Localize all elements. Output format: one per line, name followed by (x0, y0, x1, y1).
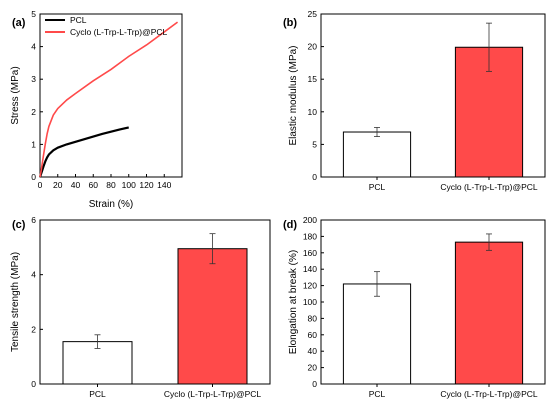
x-tick-label: Cyclo (L-Trp-L-Trp)@PCL (440, 182, 538, 192)
y-tick-label: 5 (31, 9, 36, 19)
y-axis-label: Tensile strength (MPa) (10, 252, 21, 352)
y-tick-label: 4 (31, 270, 36, 280)
y-tick-label: 1 (31, 139, 36, 149)
y-tick-label: 6 (31, 215, 36, 225)
y-tick-label: 2 (31, 107, 36, 117)
panel-label: (a) (12, 17, 26, 29)
y-tick-label: 3 (31, 74, 36, 84)
x-tick-label: Cyclo (L-Trp-L-Trp)@PCL (164, 389, 262, 399)
legend-label: Cyclo (L-Trp-L-Trp)@PCL (70, 27, 168, 37)
panel-a: (a) 0 1 2 3 4 5 Stress (MPa) 0 20 40 60 80 100 120 140 S… (10, 9, 183, 210)
x-tick-label: 60 (89, 180, 99, 190)
y-tick-label: 10 (308, 107, 318, 117)
y-tick-label: 0 (31, 379, 36, 389)
bar (342, 131, 412, 178)
legend-label: PCL (70, 15, 87, 25)
y-tick-label: 20 (308, 363, 318, 373)
x-tick-label: PCL (369, 182, 386, 192)
y-axis-label: Elastic modulus (MPa) (288, 45, 299, 145)
y-tick-label: 25 (308, 9, 318, 19)
x-tick-label: 20 (53, 180, 63, 190)
panel-label: (d) (283, 219, 297, 231)
x-tick-label: PCL (369, 389, 386, 399)
y-axis-label: Stress (MPa) (10, 66, 21, 124)
plot-frame (39, 13, 183, 178)
y-tick-label: 5 (312, 139, 317, 149)
y-tick-label: 0 (312, 172, 317, 182)
panel-c: (c) 0 2 4 6 Tensile strength (MPa) PCL Cyclo (L… (10, 215, 271, 399)
plot-frame (320, 13, 546, 178)
x-tick-label: PCL (89, 389, 106, 399)
panel-label: (b) (283, 17, 297, 29)
x-tick-label: 120 (139, 180, 153, 190)
plot-frame (39, 219, 271, 385)
series-line-cyclo (39, 21, 179, 178)
y-tick-label: 200 (303, 215, 317, 225)
panel-b: (b) 0 5 10 15 20 25 Elastic modulus (MPa) PCL Cyc… (283, 9, 546, 192)
x-tick-label: 80 (106, 180, 116, 190)
y-tick-label: 60 (308, 330, 318, 340)
y-tick-label: 80 (308, 313, 318, 323)
y-tick-label: 2 (31, 324, 36, 334)
y-tick-label: 140 (303, 264, 317, 274)
series-line-pcl (38, 126, 129, 178)
y-axis-label: Elongation at break (%) (288, 250, 299, 355)
y-tick-label: 15 (308, 74, 318, 84)
bar (342, 283, 412, 385)
x-tick-label: 40 (71, 180, 81, 190)
y-tick-label: 40 (308, 346, 318, 356)
y-tick-label: 20 (308, 42, 318, 52)
y-tick-label: 4 (31, 42, 36, 52)
y-tick-label: 160 (303, 248, 317, 258)
panel-d: (d) 0 20 40 60 80 100 120 140 160 180 200 Elongation… (283, 215, 546, 399)
y-tick-label: 120 (303, 281, 317, 291)
y-tick-label: 180 (303, 231, 317, 241)
bar (177, 248, 248, 385)
x-tick-label: 100 (122, 180, 136, 190)
panel-label: (c) (12, 219, 26, 231)
y-tick-label: 0 (312, 379, 317, 389)
x-tick-label: Cyclo (L-Trp-L-Trp)@PCL (440, 389, 538, 399)
bar (454, 241, 524, 385)
x-tick-label: 140 (157, 180, 171, 190)
y-tick-label: 100 (303, 297, 317, 307)
x-tick-label: 0 (38, 180, 43, 190)
y-tick-label: 0 (31, 172, 36, 182)
x-axis-label: Strain (%) (89, 199, 133, 210)
